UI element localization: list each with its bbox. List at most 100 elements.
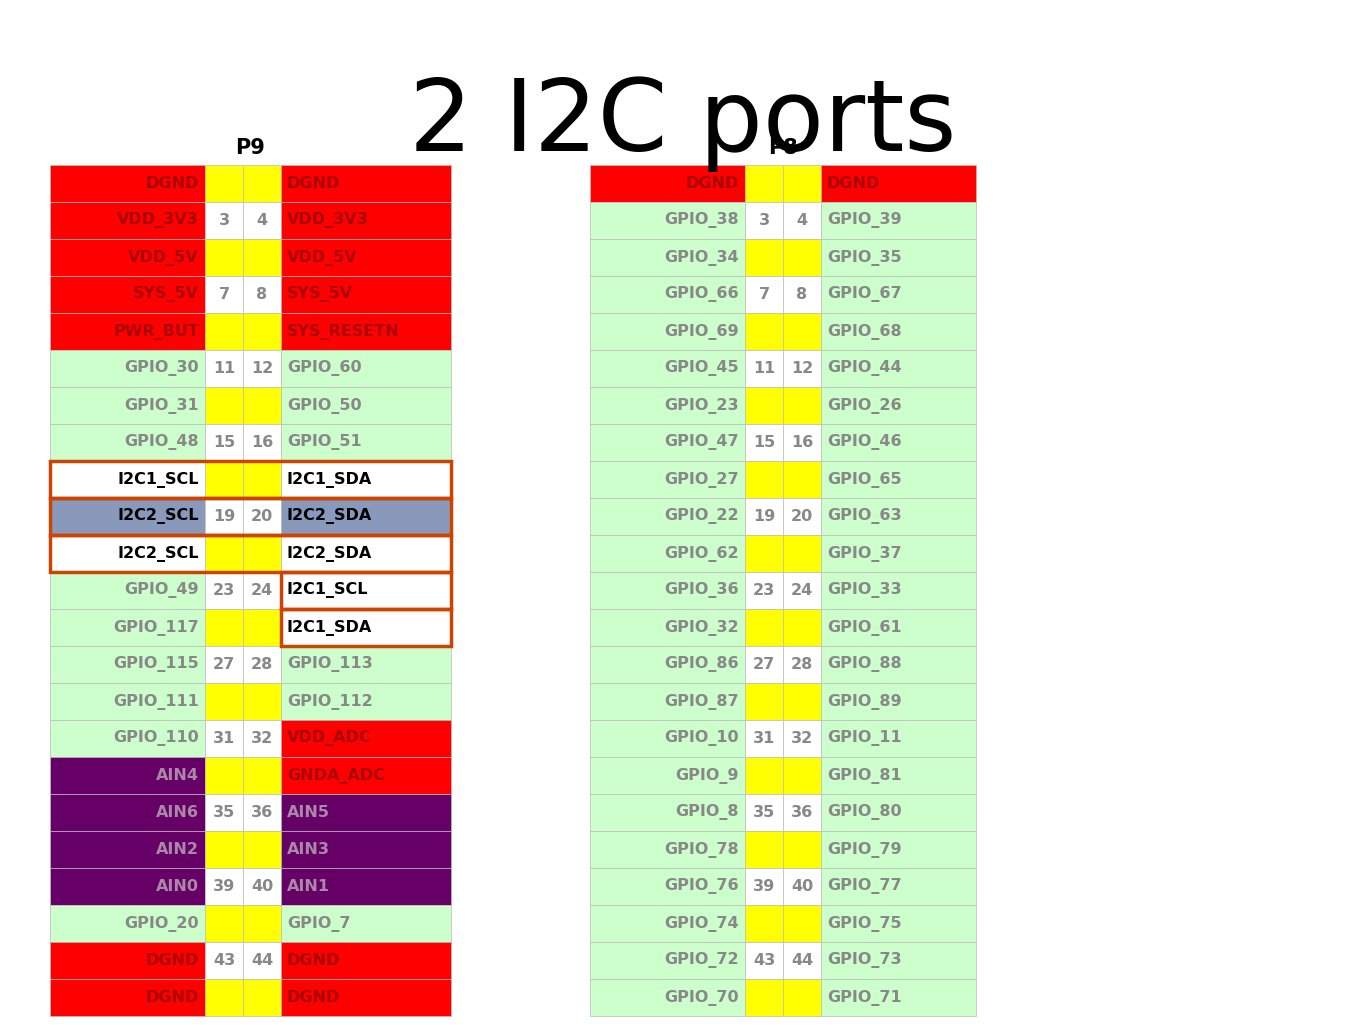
Text: 15: 15 [753,435,775,450]
Bar [243,535,281,572]
Text: GPIO_11: GPIO_11 [826,731,902,746]
Text: DGND: DGND [146,176,199,191]
Bar [744,757,783,794]
Bar [744,535,783,572]
Bar [744,720,783,757]
Bar [821,350,975,387]
Text: GPIO_67: GPIO_67 [826,287,902,302]
Text: 8: 8 [796,287,807,302]
Bar [744,239,783,276]
Text: AIN2: AIN2 [156,842,199,857]
Bar [281,350,451,387]
Text: GPIO_51: GPIO_51 [287,435,362,451]
Text: I2C1_SDA: I2C1_SDA [287,472,373,488]
Bar [243,683,281,720]
Bar [205,461,243,498]
Text: 35: 35 [753,805,775,820]
Bar [51,757,205,794]
Bar [590,165,744,202]
Bar [783,202,821,239]
Text: GPIO_62: GPIO_62 [664,545,739,562]
Text: DGND: DGND [686,176,739,191]
Text: AIN5: AIN5 [287,805,331,820]
Bar [243,868,281,905]
Text: 6: 6 [796,250,807,265]
Text: 19: 19 [753,509,775,524]
Text: GPIO_35: GPIO_35 [826,249,902,265]
Text: 20: 20 [251,509,273,524]
Text: GPIO_31: GPIO_31 [124,398,199,413]
Text: 23: 23 [213,583,235,598]
Text: GPIO_68: GPIO_68 [826,324,902,339]
Text: 26: 26 [251,620,273,636]
Bar [783,831,821,868]
Bar [281,979,451,1016]
Text: 32: 32 [791,731,813,746]
Text: GPIO_60: GPIO_60 [287,361,362,376]
Bar [243,979,281,1016]
Bar [205,498,243,535]
Text: 31: 31 [753,731,775,746]
Text: 28: 28 [791,657,813,672]
Bar [281,905,451,942]
Text: 13: 13 [753,398,775,413]
Bar [744,165,783,202]
Bar [205,868,243,905]
Bar [821,202,975,239]
Text: GPIO_72: GPIO_72 [664,952,739,969]
Bar [205,313,243,350]
Bar [51,609,205,646]
Text: GPIO_74: GPIO_74 [664,915,739,932]
Bar [281,387,451,424]
Bar [281,424,451,461]
Text: GPIO_73: GPIO_73 [826,952,902,969]
Bar [51,720,205,757]
Text: 27: 27 [753,657,775,672]
Text: GPIO_9: GPIO_9 [676,768,739,783]
Text: GPIO_113: GPIO_113 [287,656,373,672]
Bar [243,646,281,683]
Bar [243,905,281,942]
Text: GPIO_115: GPIO_115 [113,656,199,672]
Text: 23: 23 [753,583,775,598]
Bar [281,646,451,683]
Bar [243,350,281,387]
Bar [51,535,451,572]
Bar [821,646,975,683]
Bar [590,794,744,831]
Bar [281,535,451,572]
Text: SYS_RESETN: SYS_RESETN [287,324,400,339]
Text: GPIO_50: GPIO_50 [287,398,362,413]
Text: 38: 38 [251,842,273,857]
Bar [590,313,744,350]
Bar [783,609,821,646]
Text: GPIO_49: GPIO_49 [124,582,199,599]
Text: 25: 25 [213,620,235,636]
Bar [590,239,744,276]
Bar [281,757,451,794]
Text: 35: 35 [213,805,235,820]
Text: VDD_5V: VDD_5V [287,249,358,265]
Text: 29: 29 [213,694,235,709]
Bar [590,683,744,720]
Bar [281,165,451,202]
Bar [281,202,451,239]
Text: GPIO_66: GPIO_66 [664,287,739,302]
Text: 38: 38 [791,842,813,857]
Text: 24: 24 [251,583,273,598]
Text: DGND: DGND [287,953,340,968]
Bar [783,905,821,942]
Bar [590,424,744,461]
Bar [51,313,205,350]
Bar [281,831,451,868]
Text: GPIO_38: GPIO_38 [664,212,739,229]
Text: 40: 40 [251,879,273,894]
Text: GPIO_69: GPIO_69 [664,324,739,339]
Text: 34: 34 [791,768,813,783]
Text: GPIO_8: GPIO_8 [676,805,739,820]
Text: 17: 17 [213,472,235,487]
Text: 43: 43 [213,953,235,968]
Text: 27: 27 [213,657,235,672]
Text: 1: 1 [758,176,769,191]
Bar [281,794,451,831]
